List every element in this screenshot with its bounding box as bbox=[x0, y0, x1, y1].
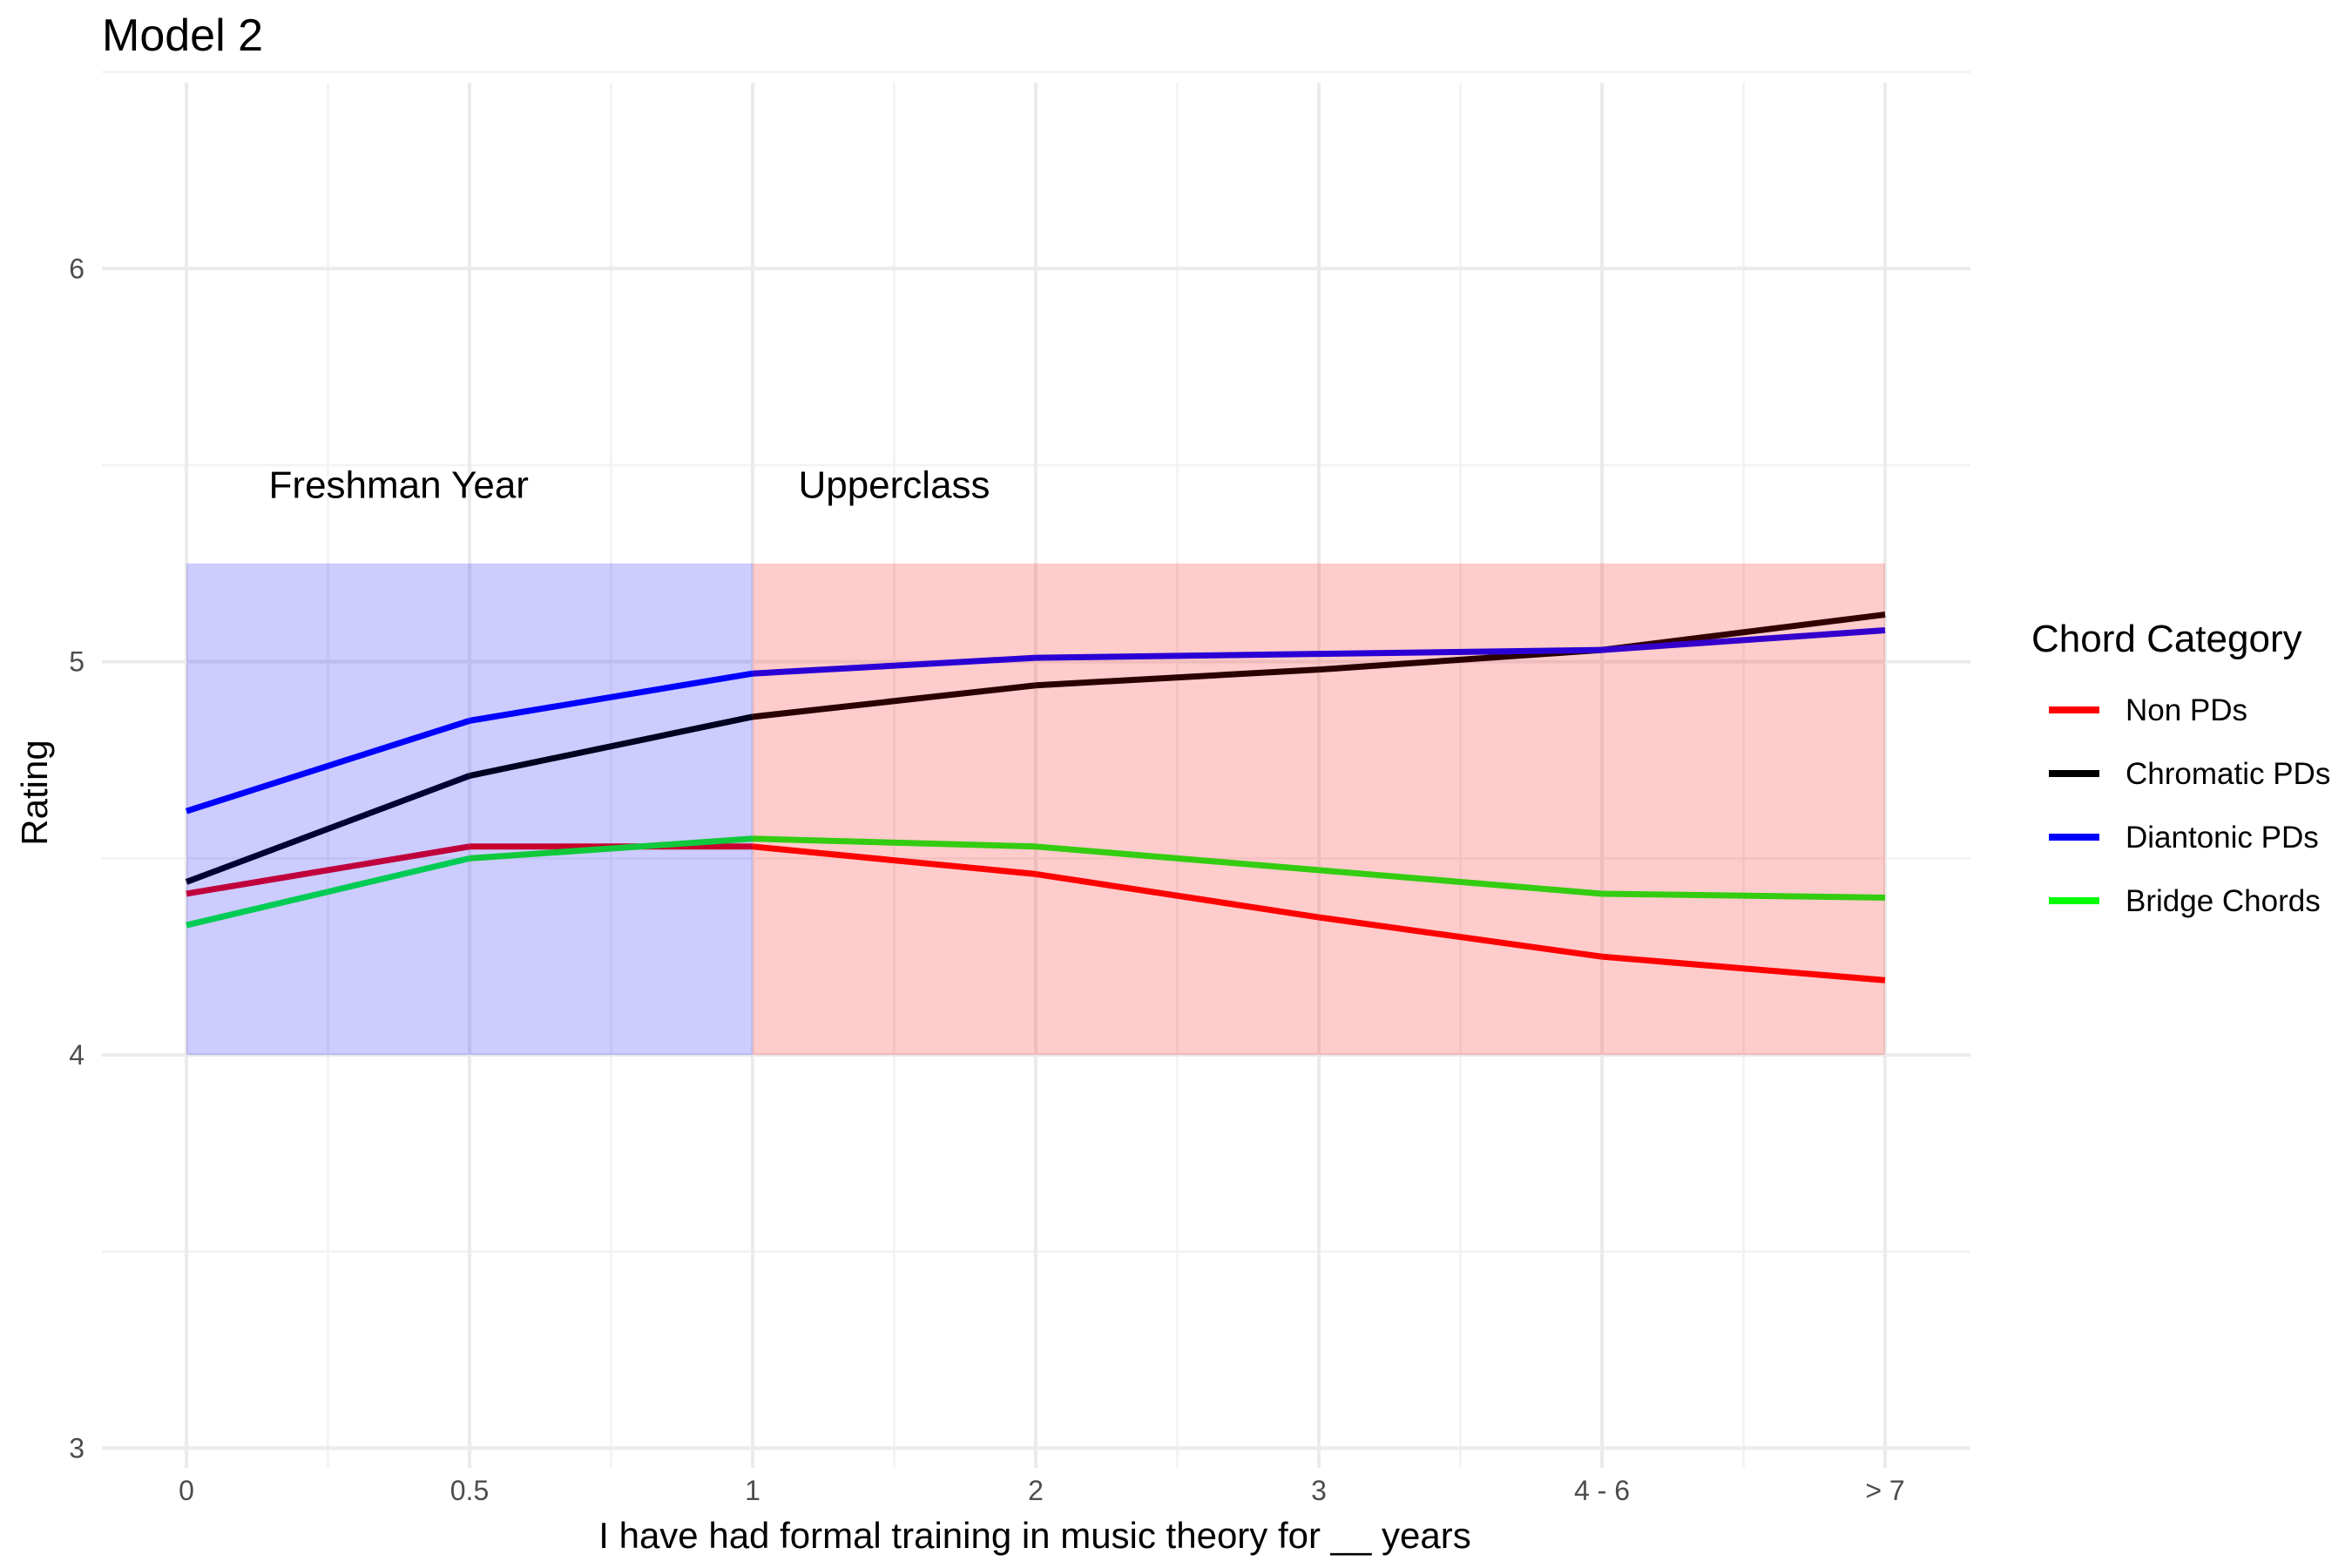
line-segment bbox=[1318, 867, 1603, 897]
x-tick-label: > 7 bbox=[1865, 1475, 1904, 1506]
line-segment bbox=[1035, 651, 1320, 661]
x-axis-label: I have had formal training in music theo… bbox=[598, 1515, 1470, 1556]
legend: Chord Category Non PDs Chromatic PDs Diant… bbox=[2031, 618, 2330, 918]
x-tick-label: 3 bbox=[1311, 1475, 1327, 1506]
x-tick-labels: 0 0.5 1 2 3 4 - 6 > 7 bbox=[179, 1475, 1905, 1506]
line-segment bbox=[1601, 890, 1886, 901]
annotation-label: Upperclass bbox=[798, 464, 990, 507]
line-segment bbox=[752, 682, 1037, 720]
shaded-regions bbox=[186, 563, 1885, 1056]
x-tick-label: 4 - 6 bbox=[1574, 1475, 1630, 1506]
series-bridge-chords bbox=[186, 835, 1886, 929]
legend-label: Bridge Chords bbox=[2126, 884, 2321, 918]
line-segment bbox=[1601, 627, 1886, 653]
legend-label: Non PDs bbox=[2126, 693, 2247, 727]
y-tick-label: 3 bbox=[69, 1432, 84, 1463]
x-tick-label: 1 bbox=[745, 1475, 760, 1506]
y-tick-label: 5 bbox=[69, 646, 84, 678]
line-segment bbox=[1035, 666, 1320, 689]
line-segment bbox=[186, 855, 470, 929]
y-tick-labels: 3 4 5 6 bbox=[69, 253, 84, 1463]
line-segment bbox=[1318, 914, 1603, 960]
y-axis-label: Rating bbox=[14, 740, 55, 845]
line-segment bbox=[1035, 870, 1320, 921]
line-segment bbox=[1601, 953, 1886, 983]
line-segment bbox=[1318, 646, 1603, 658]
line-segment bbox=[469, 835, 754, 862]
series-lines bbox=[185, 612, 1886, 983]
series-diantonic-pds bbox=[185, 627, 1886, 814]
line-segment bbox=[186, 843, 470, 897]
line-segment bbox=[185, 773, 471, 885]
y-tick-label: 6 bbox=[69, 253, 84, 284]
y-tick-label: 4 bbox=[69, 1039, 84, 1071]
line-segment bbox=[185, 718, 471, 814]
legend-label: Diantonic PDs bbox=[2126, 821, 2319, 855]
line-segment bbox=[752, 843, 1037, 877]
line-segment bbox=[1035, 843, 1320, 874]
line-segment bbox=[752, 654, 1037, 677]
x-tick-label: 0.5 bbox=[450, 1475, 489, 1506]
chart-title: Model 2 bbox=[102, 10, 263, 61]
x-tick-label: 0 bbox=[179, 1475, 194, 1506]
region-freshman-year bbox=[186, 563, 753, 1056]
annotation-label: Freshman Year bbox=[269, 464, 529, 507]
series-non-pds bbox=[186, 843, 1886, 983]
line-segment bbox=[469, 670, 754, 724]
grid-major bbox=[102, 83, 1970, 1468]
line-segment bbox=[469, 713, 754, 779]
line-segment bbox=[752, 835, 1037, 850]
annotations: Freshman Year Upperclass bbox=[269, 464, 990, 507]
legend-title: Chord Category bbox=[2031, 618, 2302, 660]
legend-label: Chromatic PDs bbox=[2126, 757, 2330, 791]
x-tick-label: 2 bbox=[1028, 1475, 1044, 1506]
